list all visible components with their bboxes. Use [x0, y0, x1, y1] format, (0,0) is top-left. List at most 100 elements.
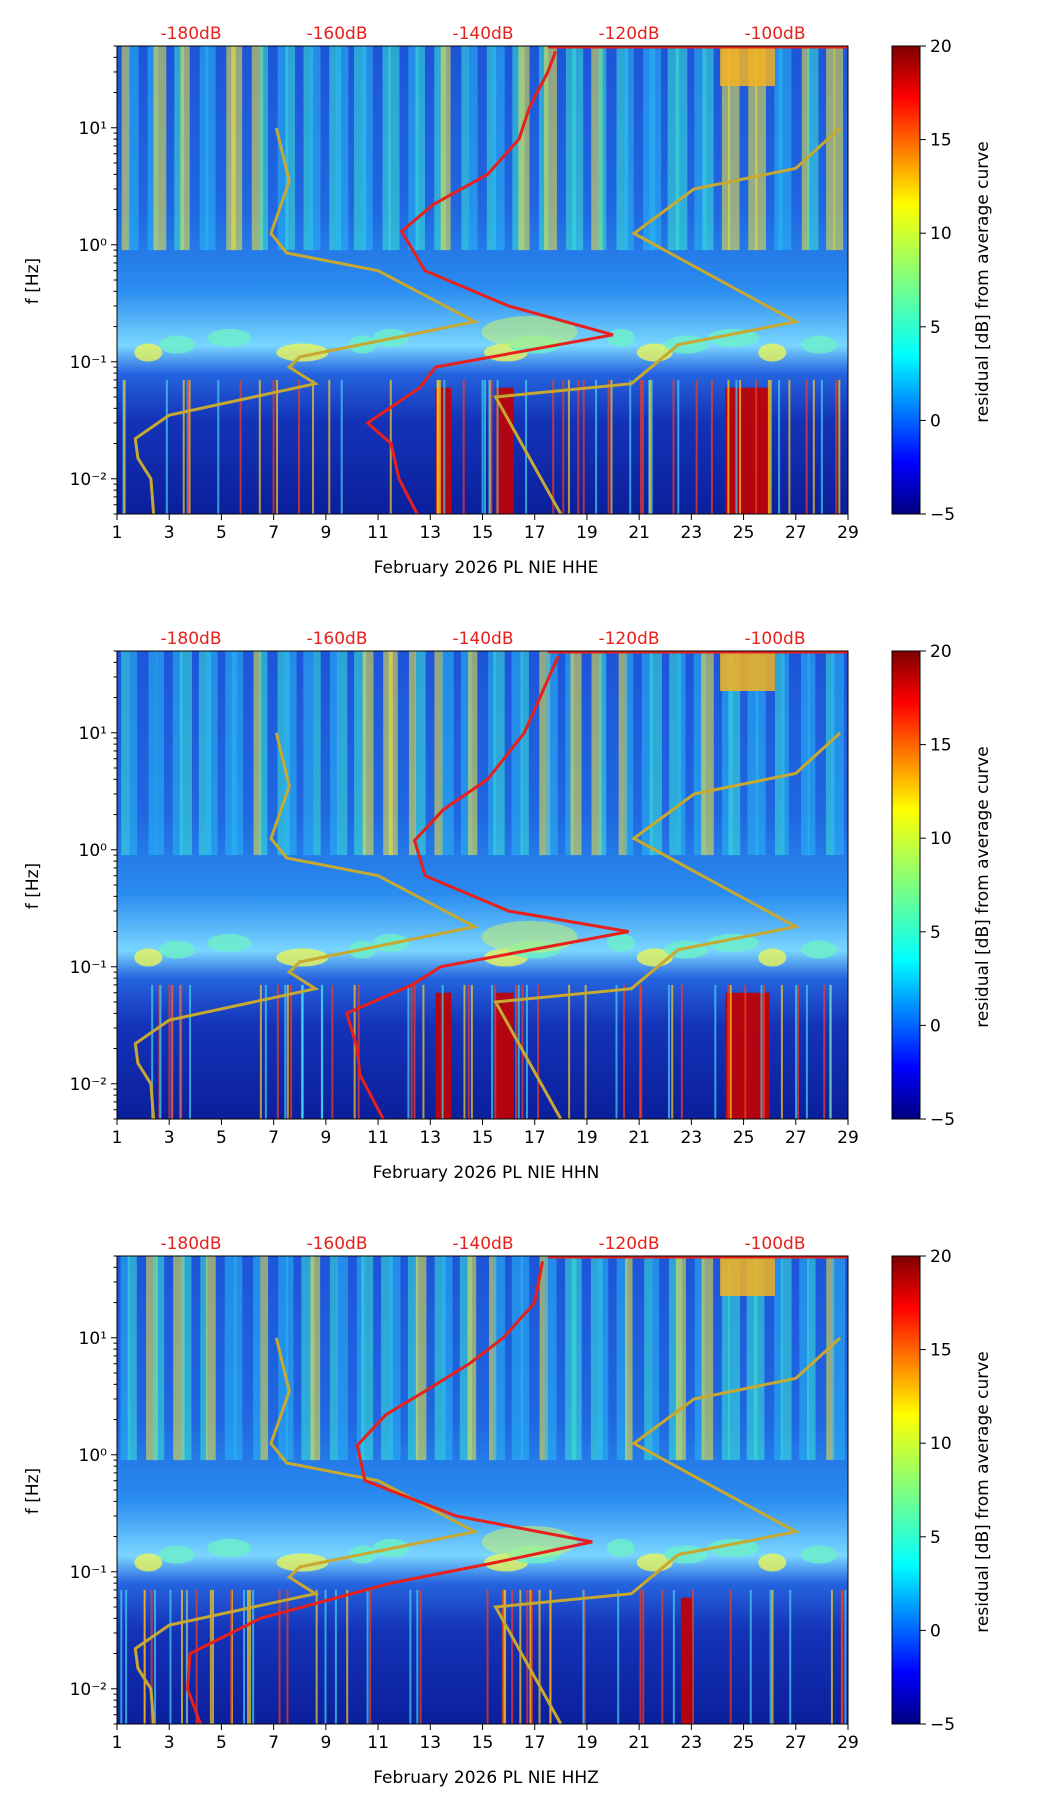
reference-model-curve: [133, 1336, 842, 1724]
heatmap-spike: [143, 1589, 146, 1724]
heatmap-streak: [721, 651, 733, 856]
heatmap-spike: [278, 1589, 281, 1724]
heatmap-spike: [615, 984, 618, 1119]
heatmap-spike: [640, 379, 643, 514]
reference-model-curve: [133, 731, 842, 1119]
low-frequency-event: [495, 992, 514, 1119]
heatmap-spike: [441, 984, 444, 1119]
median-psd-curve: [344, 655, 629, 1119]
top-db-label: -100dB: [744, 629, 805, 649]
heatmap-streak: [781, 651, 789, 856]
microseism-blob: [801, 335, 838, 354]
microseism-blob: [801, 940, 838, 959]
microseism-blob: [801, 1545, 838, 1564]
heatmap-streak: [571, 1256, 582, 1461]
heatmap-spike: [823, 984, 826, 1119]
heatmap-spike: [710, 379, 713, 514]
heatmap-streak: [153, 46, 167, 251]
heatmap-streak: [303, 46, 314, 251]
heatmap-spike: [639, 1589, 642, 1724]
heatmap-streak: [278, 1256, 289, 1461]
heatmap-streak: [778, 46, 792, 251]
heatmap-streak: [721, 1256, 730, 1461]
heatmap-streak: [694, 1256, 705, 1461]
heatmap-hotspot: [720, 651, 775, 691]
heatmap-spike: [529, 1589, 532, 1724]
heatmap-streak: [518, 46, 530, 251]
heatmap-streak: [511, 651, 523, 856]
heatmap-streak: [335, 46, 349, 251]
y-tick-label: 10⁻¹: [70, 1563, 107, 1583]
heatmap-streak: [598, 1256, 609, 1461]
colorbar-gradient: [891, 650, 921, 1120]
heatmap-spike: [491, 984, 494, 1119]
heatmap-streak: [825, 651, 835, 856]
heatmap-streak: [259, 46, 269, 251]
heatmap-streak: [701, 651, 714, 856]
heatmap-spike: [695, 379, 698, 514]
spectrogram-heatmap: [116, 45, 849, 515]
heatmap-streak: [539, 1256, 548, 1461]
microseism-blob: [707, 933, 760, 952]
heatmap-streak: [467, 1256, 477, 1461]
heatmap-streak: [146, 1256, 158, 1461]
heatmap-spike: [691, 1589, 694, 1724]
heatmap-spike: [366, 1589, 369, 1724]
heatmap-spike: [259, 984, 262, 1119]
heatmap-streak: [206, 1256, 216, 1461]
heatmap-streak: [434, 1256, 446, 1461]
heatmap-spike: [727, 984, 730, 1119]
x-tick-label: 1: [112, 1128, 123, 1148]
heatmap-spike: [762, 984, 765, 1119]
heatmap-streak: [511, 1256, 524, 1461]
microseism-peak: [481, 920, 578, 953]
heatmap-spike: [286, 984, 289, 1119]
heatmap-spike: [820, 379, 823, 514]
y-tick-label: 10⁻²: [70, 1075, 107, 1095]
heatmap-streak: [652, 1256, 660, 1461]
heatmap-spike: [407, 984, 410, 1119]
heatmap-streak: [259, 651, 268, 856]
heatmap-streak: [618, 651, 628, 856]
heatmap-streak: [701, 1256, 714, 1461]
heatmap-streak: [590, 1256, 603, 1461]
heatmap-streak: [153, 1256, 165, 1461]
heatmap-streak: [831, 651, 844, 856]
heatmap-spike: [188, 379, 191, 514]
x-axis-label: February 2026 PL NIE HHZ: [373, 1768, 599, 1788]
heatmap-spike: [331, 984, 334, 1119]
heatmap-streak: [407, 1256, 419, 1461]
colorbar-label: residual [dB] from average curve: [973, 141, 993, 422]
heatmap-streak: [121, 46, 130, 251]
heatmap-streak: [329, 46, 342, 251]
heatmap-spike: [760, 984, 763, 1119]
heatmap-streak: [747, 651, 759, 856]
heatmap-spike: [501, 1589, 504, 1724]
heatmap-streak: [329, 651, 338, 856]
x-tick-label: 5: [216, 1733, 227, 1753]
heatmap-spike: [484, 379, 487, 514]
x-tick-label: 19: [576, 1128, 598, 1148]
heatmap-spike: [729, 1589, 732, 1724]
heatmap-streak: [381, 1256, 393, 1461]
microseism-blob: [276, 948, 329, 967]
heatmap-streak: [728, 1256, 741, 1461]
heatmap-spike: [582, 379, 585, 514]
heatmap-spike: [158, 984, 161, 1119]
heatmap-spike: [334, 1589, 337, 1724]
heatmap-streak: [179, 651, 192, 856]
heatmap-spike: [494, 984, 497, 1119]
heatmap-spike: [739, 379, 742, 514]
heatmap-spike: [778, 379, 781, 514]
heatmap-streak: [253, 651, 262, 856]
heatmap-spike: [153, 1589, 156, 1724]
heatmap-spike: [264, 984, 267, 1119]
heatmap-streak: [313, 651, 321, 856]
heatmap-spike: [749, 1589, 752, 1724]
heatmap-spike: [443, 379, 446, 514]
x-axis-label: February 2026 PL NIE HHE: [374, 558, 599, 578]
colorbar-tick-label: 0: [930, 1621, 941, 1641]
heatmap-spike: [185, 1589, 188, 1724]
heatmap-streak: [675, 46, 688, 251]
